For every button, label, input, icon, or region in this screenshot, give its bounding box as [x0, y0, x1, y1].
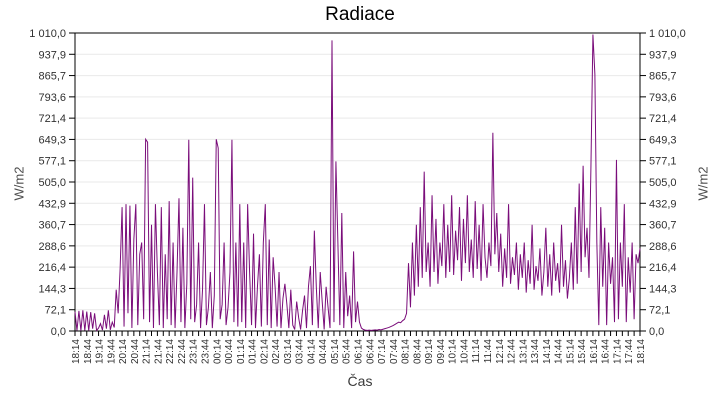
- x-tick-label: 18:14: [71, 339, 82, 364]
- x-tick-label: 19:44: [106, 339, 117, 364]
- y-tick-label-right: 937,9: [649, 49, 677, 61]
- y-tick-label-right: 360,7: [649, 220, 677, 232]
- y-tick-label-left: 0,0: [51, 326, 66, 338]
- x-tick-label: 08:14: [401, 339, 412, 364]
- x-tick-label: 18:44: [83, 339, 94, 364]
- y-tick-label-left: 72,1: [45, 305, 66, 317]
- x-tick-label: 15:14: [565, 339, 576, 364]
- x-tick-label: 13:44: [530, 339, 541, 364]
- x-tick-label: 23:14: [189, 339, 200, 364]
- x-tick-label: 16:14: [589, 339, 600, 364]
- y-tick-label-right: 144,3: [649, 283, 677, 295]
- x-tick-label: 14:14: [542, 339, 553, 364]
- x-tick-label: 21:44: [153, 339, 164, 364]
- x-tick-label: 06:14: [354, 339, 365, 364]
- y-tick-label-right: 793,6: [649, 92, 677, 104]
- y-tick-label-right: 72,1: [649, 305, 670, 317]
- y-tick-label-right: 1 010,0: [649, 28, 686, 40]
- x-tick-label: 07:44: [389, 339, 400, 364]
- x-tick-label: 13:14: [518, 339, 529, 364]
- x-tick-label: 20:14: [118, 339, 129, 364]
- x-tick-label: 05:14: [330, 339, 341, 364]
- y-tick-label-left: 937,9: [38, 49, 66, 61]
- x-tick-label: 03:44: [295, 339, 306, 364]
- x-tick-label: 21:14: [142, 339, 153, 364]
- x-tick-label: 22:44: [177, 339, 188, 364]
- x-tick-label: 19:14: [95, 339, 106, 364]
- chart-title: Radiace: [325, 4, 395, 25]
- y-tick-label-left: 793,6: [38, 92, 66, 104]
- y-tick-label-right: 865,7: [649, 71, 677, 83]
- y-tick-label-right: 216,4: [649, 262, 677, 274]
- y-tick-label-right: 721,4: [649, 113, 677, 125]
- y-tick-label-left: 865,7: [38, 71, 66, 83]
- x-axis-title: Čas: [347, 373, 373, 389]
- x-tick-label: 23:44: [200, 339, 211, 364]
- x-tick-label: 02:44: [271, 339, 282, 364]
- y-tick-label-left: 216,4: [38, 262, 66, 274]
- y-tick-label-right: 288,6: [649, 241, 677, 253]
- y-tick-label-left: 505,0: [38, 177, 66, 189]
- x-tick-label: 20:44: [130, 339, 141, 364]
- y-tick-label-left: 288,6: [38, 241, 66, 253]
- y-tick-label-left: 360,7: [38, 220, 66, 232]
- x-tick-label: 16:44: [601, 339, 612, 364]
- x-tick-label: 02:14: [259, 339, 270, 364]
- x-tick-label: 11:44: [483, 339, 494, 364]
- x-tick-label: 03:14: [283, 339, 294, 364]
- x-tick-label: 14:44: [554, 339, 565, 364]
- x-tick-label: 10:44: [459, 339, 470, 364]
- x-tick-label: 09:44: [436, 339, 447, 364]
- y-tick-label-left: 432,9: [38, 198, 66, 210]
- x-tick-label: 07:14: [377, 339, 388, 364]
- y-tick-label-right: 505,0: [649, 177, 677, 189]
- x-tick-label: 15:44: [577, 339, 588, 364]
- y-tick-label-right: 577,1: [649, 156, 677, 168]
- y-tick-label-right: 649,3: [649, 134, 677, 146]
- x-tick-label: 10:14: [448, 339, 459, 364]
- x-tick-label: 08:44: [412, 339, 423, 364]
- x-tick-label: 12:44: [507, 339, 518, 364]
- x-tick-label: 17:44: [624, 339, 635, 364]
- x-tick-label: 17:14: [612, 339, 623, 364]
- x-tick-label: 04:14: [306, 339, 317, 364]
- y-tick-label-left: 721,4: [38, 113, 66, 125]
- y-tick-label-left: 144,3: [38, 283, 66, 295]
- x-tick-label: 04:44: [318, 339, 329, 364]
- x-tick-label: 22:14: [165, 339, 176, 364]
- x-tick-label: 11:14: [471, 339, 482, 364]
- x-tick-label: 06:44: [365, 339, 376, 364]
- y-tick-label-right: 432,9: [649, 198, 677, 210]
- x-tick-label: 01:44: [248, 339, 259, 364]
- x-tick-label: 00:44: [224, 339, 235, 364]
- x-tick-label: 12:14: [495, 339, 506, 364]
- y-tick-label-left: 1 010,0: [29, 28, 66, 40]
- x-tick-label: 01:14: [236, 339, 247, 364]
- y-tick-label-left: 649,3: [38, 134, 66, 146]
- x-tick-label: 00:14: [212, 339, 223, 364]
- x-tick-label: 18:14: [636, 339, 647, 364]
- x-tick-label: 09:14: [424, 339, 435, 364]
- x-tick-label: 05:44: [342, 339, 353, 364]
- y-tick-label-left: 577,1: [38, 156, 66, 168]
- y-tick-label-right: 0,0: [649, 326, 664, 338]
- radiation-series: [74, 34, 641, 332]
